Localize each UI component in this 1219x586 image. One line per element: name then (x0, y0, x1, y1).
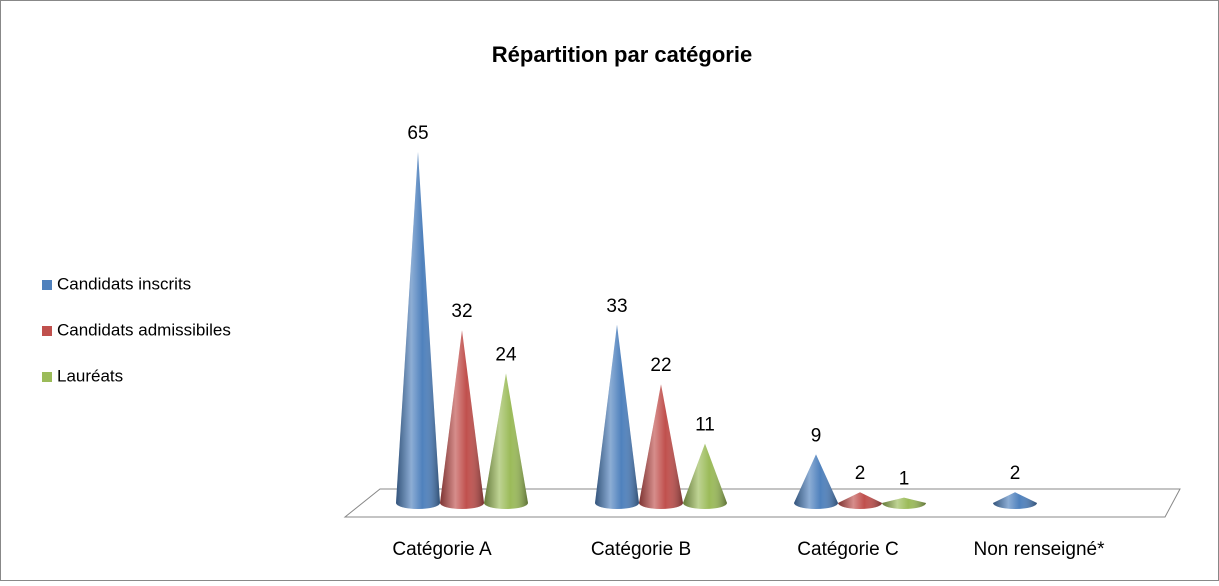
data-label: 32 (451, 301, 472, 322)
data-label: 1 (899, 469, 910, 490)
cone-shade (683, 443, 727, 509)
legend-swatch (42, 372, 52, 382)
x-tick-label: Catégorie A (392, 539, 492, 560)
legend-swatch (42, 326, 52, 336)
legend-label: Candidats admissibiles (57, 320, 231, 339)
legend-swatch (42, 280, 52, 290)
data-label: 2 (855, 463, 866, 484)
data-label: 11 (695, 415, 715, 436)
cone-shade (595, 324, 639, 509)
legend-label: Lauréats (57, 366, 123, 385)
data-label: 22 (650, 355, 671, 376)
data-label: 9 (811, 425, 822, 446)
data-label: 65 (407, 123, 428, 144)
x-tick-label: Catégorie C (797, 539, 898, 560)
data-label: 2 (1010, 463, 1021, 484)
legend-label: Candidats inscrits (57, 274, 191, 293)
cone-shade (838, 492, 882, 509)
floor (343, 488, 1181, 518)
cone-shade (993, 492, 1037, 509)
cone-shade (882, 497, 926, 509)
cone-shade (484, 373, 528, 509)
cone-shade (440, 330, 484, 509)
data-label: 33 (606, 296, 627, 317)
chart-title: Répartition par catégorie (492, 42, 752, 67)
x-tick-label: Non renseigné* (974, 539, 1106, 560)
cone-shade (639, 384, 683, 509)
data-label: 24 (495, 344, 517, 365)
x-tick-label: Catégorie B (591, 539, 691, 560)
cone-shade (794, 454, 838, 509)
cone-shade (396, 152, 440, 509)
